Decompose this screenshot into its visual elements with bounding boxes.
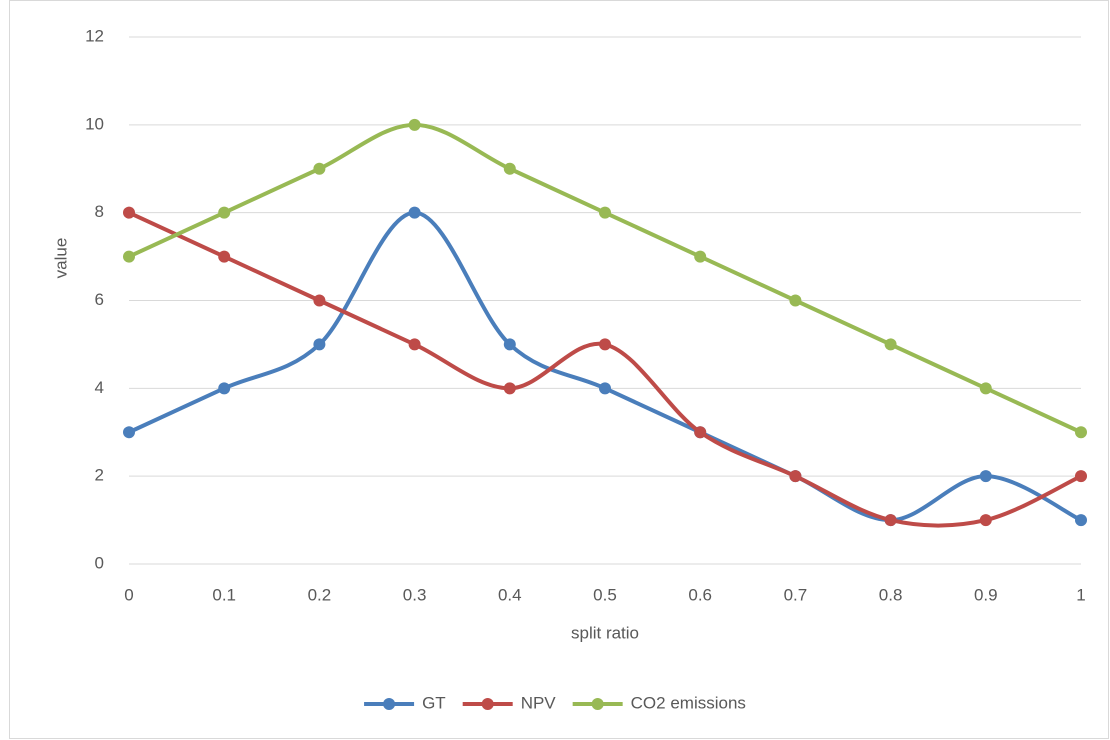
x-tick-label: 0.6: [688, 585, 712, 604]
y-tick-label: 10: [85, 114, 104, 133]
y-tick-label: 0: [95, 553, 104, 572]
data-point: [408, 118, 421, 131]
data-point: [599, 206, 611, 219]
data-point: [123, 426, 135, 439]
data-point: [218, 206, 231, 219]
legend-marker: [383, 698, 396, 710]
data-point: [123, 206, 135, 219]
legend-marker: [591, 698, 604, 710]
data-point: [884, 338, 897, 351]
legend-label: GT: [422, 693, 446, 712]
data-point: [313, 162, 326, 175]
data-point: [218, 382, 231, 395]
y-tick-label: 4: [95, 378, 104, 397]
y-axis-title: value: [51, 238, 70, 279]
data-point: [123, 250, 135, 263]
legend-label: CO2 emissions: [631, 693, 746, 712]
legend-marker: [481, 698, 494, 710]
data-point: [789, 470, 802, 483]
chart-border: [9, 0, 1109, 739]
y-tick-label: 8: [95, 202, 104, 221]
x-tick-label: 0.9: [974, 585, 998, 604]
data-point: [599, 382, 611, 395]
data-point: [313, 338, 326, 351]
data-point: [789, 294, 802, 307]
x-axis-title: split ratio: [571, 623, 639, 642]
data-point: [503, 338, 516, 351]
data-point: [694, 426, 707, 439]
data-point: [979, 382, 992, 395]
data-point: [884, 514, 897, 527]
data-point: [694, 250, 707, 263]
data-point: [313, 294, 326, 307]
data-point: [1075, 514, 1087, 527]
y-tick-label: 12: [85, 26, 104, 45]
data-point: [408, 338, 421, 351]
x-tick-label: 0.2: [308, 585, 332, 604]
series-line: [128, 210, 1082, 523]
x-tick-label: 0.3: [403, 585, 427, 604]
y-tick-label: 2: [95, 466, 104, 485]
x-tick-label: 1: [1076, 585, 1085, 604]
data-point: [1075, 426, 1087, 439]
data-point: [1075, 470, 1087, 483]
data-point: [599, 338, 611, 351]
x-tick-label: 0.7: [784, 585, 808, 604]
x-tick-label: 0.8: [879, 585, 903, 604]
data-point: [408, 206, 421, 219]
x-tick-label: 0: [124, 585, 133, 604]
legend-label: NPV: [521, 693, 557, 712]
data-point: [979, 470, 992, 483]
data-point: [218, 250, 231, 263]
data-point: [979, 514, 992, 527]
x-tick-label: 0.1: [212, 585, 236, 604]
x-tick-label: 0.5: [593, 585, 617, 604]
y-tick-label: 6: [95, 290, 104, 309]
data-point: [503, 382, 516, 395]
data-point: [503, 162, 516, 175]
x-tick-label: 0.4: [498, 585, 522, 604]
